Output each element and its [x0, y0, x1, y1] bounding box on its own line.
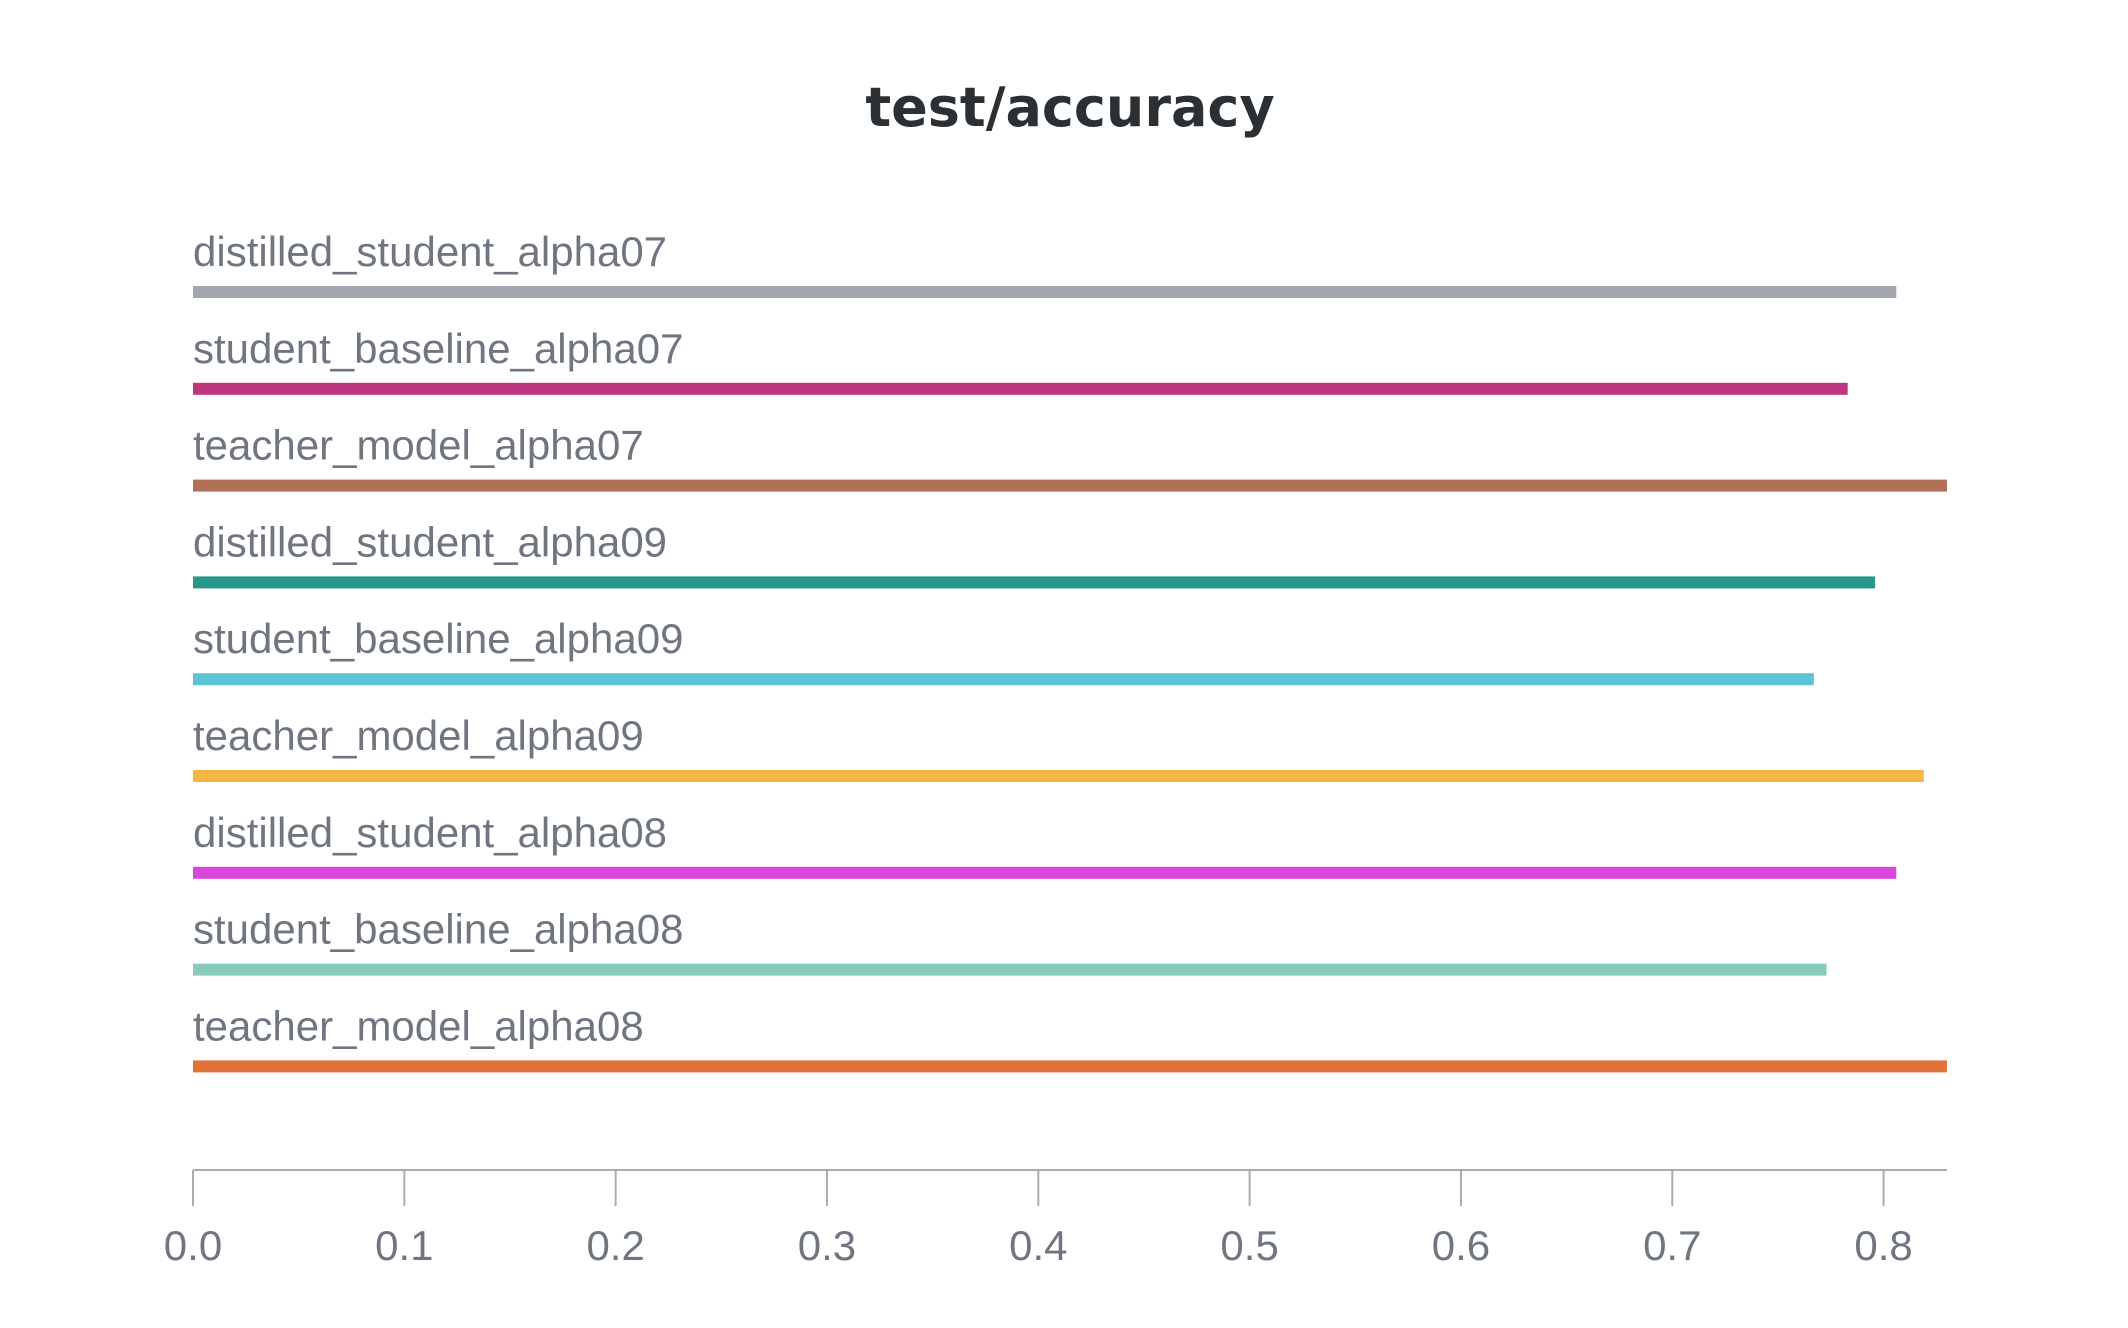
- bar: [193, 1060, 1947, 1073]
- bar-label: teacher_model_alpha09: [193, 712, 644, 759]
- x-tick-label: 0.8: [1854, 1222, 1912, 1269]
- x-tick-label: 0.5: [1220, 1222, 1278, 1269]
- bar-label: teacher_model_alpha07: [193, 422, 644, 469]
- bar-label: student_baseline_alpha07: [193, 325, 683, 372]
- bar: [193, 963, 1827, 976]
- bar-label: distilled_student_alpha09: [193, 518, 667, 565]
- bar-label: student_baseline_alpha09: [193, 615, 683, 662]
- bar: [193, 673, 1814, 686]
- x-tick-label: 0.4: [1009, 1222, 1067, 1269]
- bars-layer: distilled_student_alpha07 student_baselin…: [193, 228, 1947, 1073]
- bar: [193, 866, 1897, 879]
- bar: [193, 382, 1848, 395]
- bar: [193, 770, 1924, 782]
- x-axis: 0.0 0.1 0.2 0.3 0.4 0.5 0.6 0.7 0.8: [164, 1169, 1947, 1269]
- x-tick-label: 0.0: [164, 1222, 222, 1269]
- x-tick-label: 0.1: [375, 1222, 433, 1269]
- bar-label: teacher_model_alpha08: [193, 1002, 644, 1049]
- bar-label: distilled_student_alpha08: [193, 809, 667, 856]
- bar: [193, 576, 1876, 589]
- chart-title: test/accuracy: [865, 76, 1274, 139]
- bar: [193, 286, 1897, 298]
- x-tick-label: 0.3: [798, 1222, 856, 1269]
- bar: [193, 479, 1947, 492]
- x-tick-label: 0.6: [1432, 1222, 1490, 1269]
- x-tick-label: 0.2: [586, 1222, 644, 1269]
- x-tick-label: 0.7: [1643, 1222, 1701, 1269]
- bar-label: distilled_student_alpha07: [193, 228, 667, 275]
- bar-label: student_baseline_alpha08: [193, 906, 683, 953]
